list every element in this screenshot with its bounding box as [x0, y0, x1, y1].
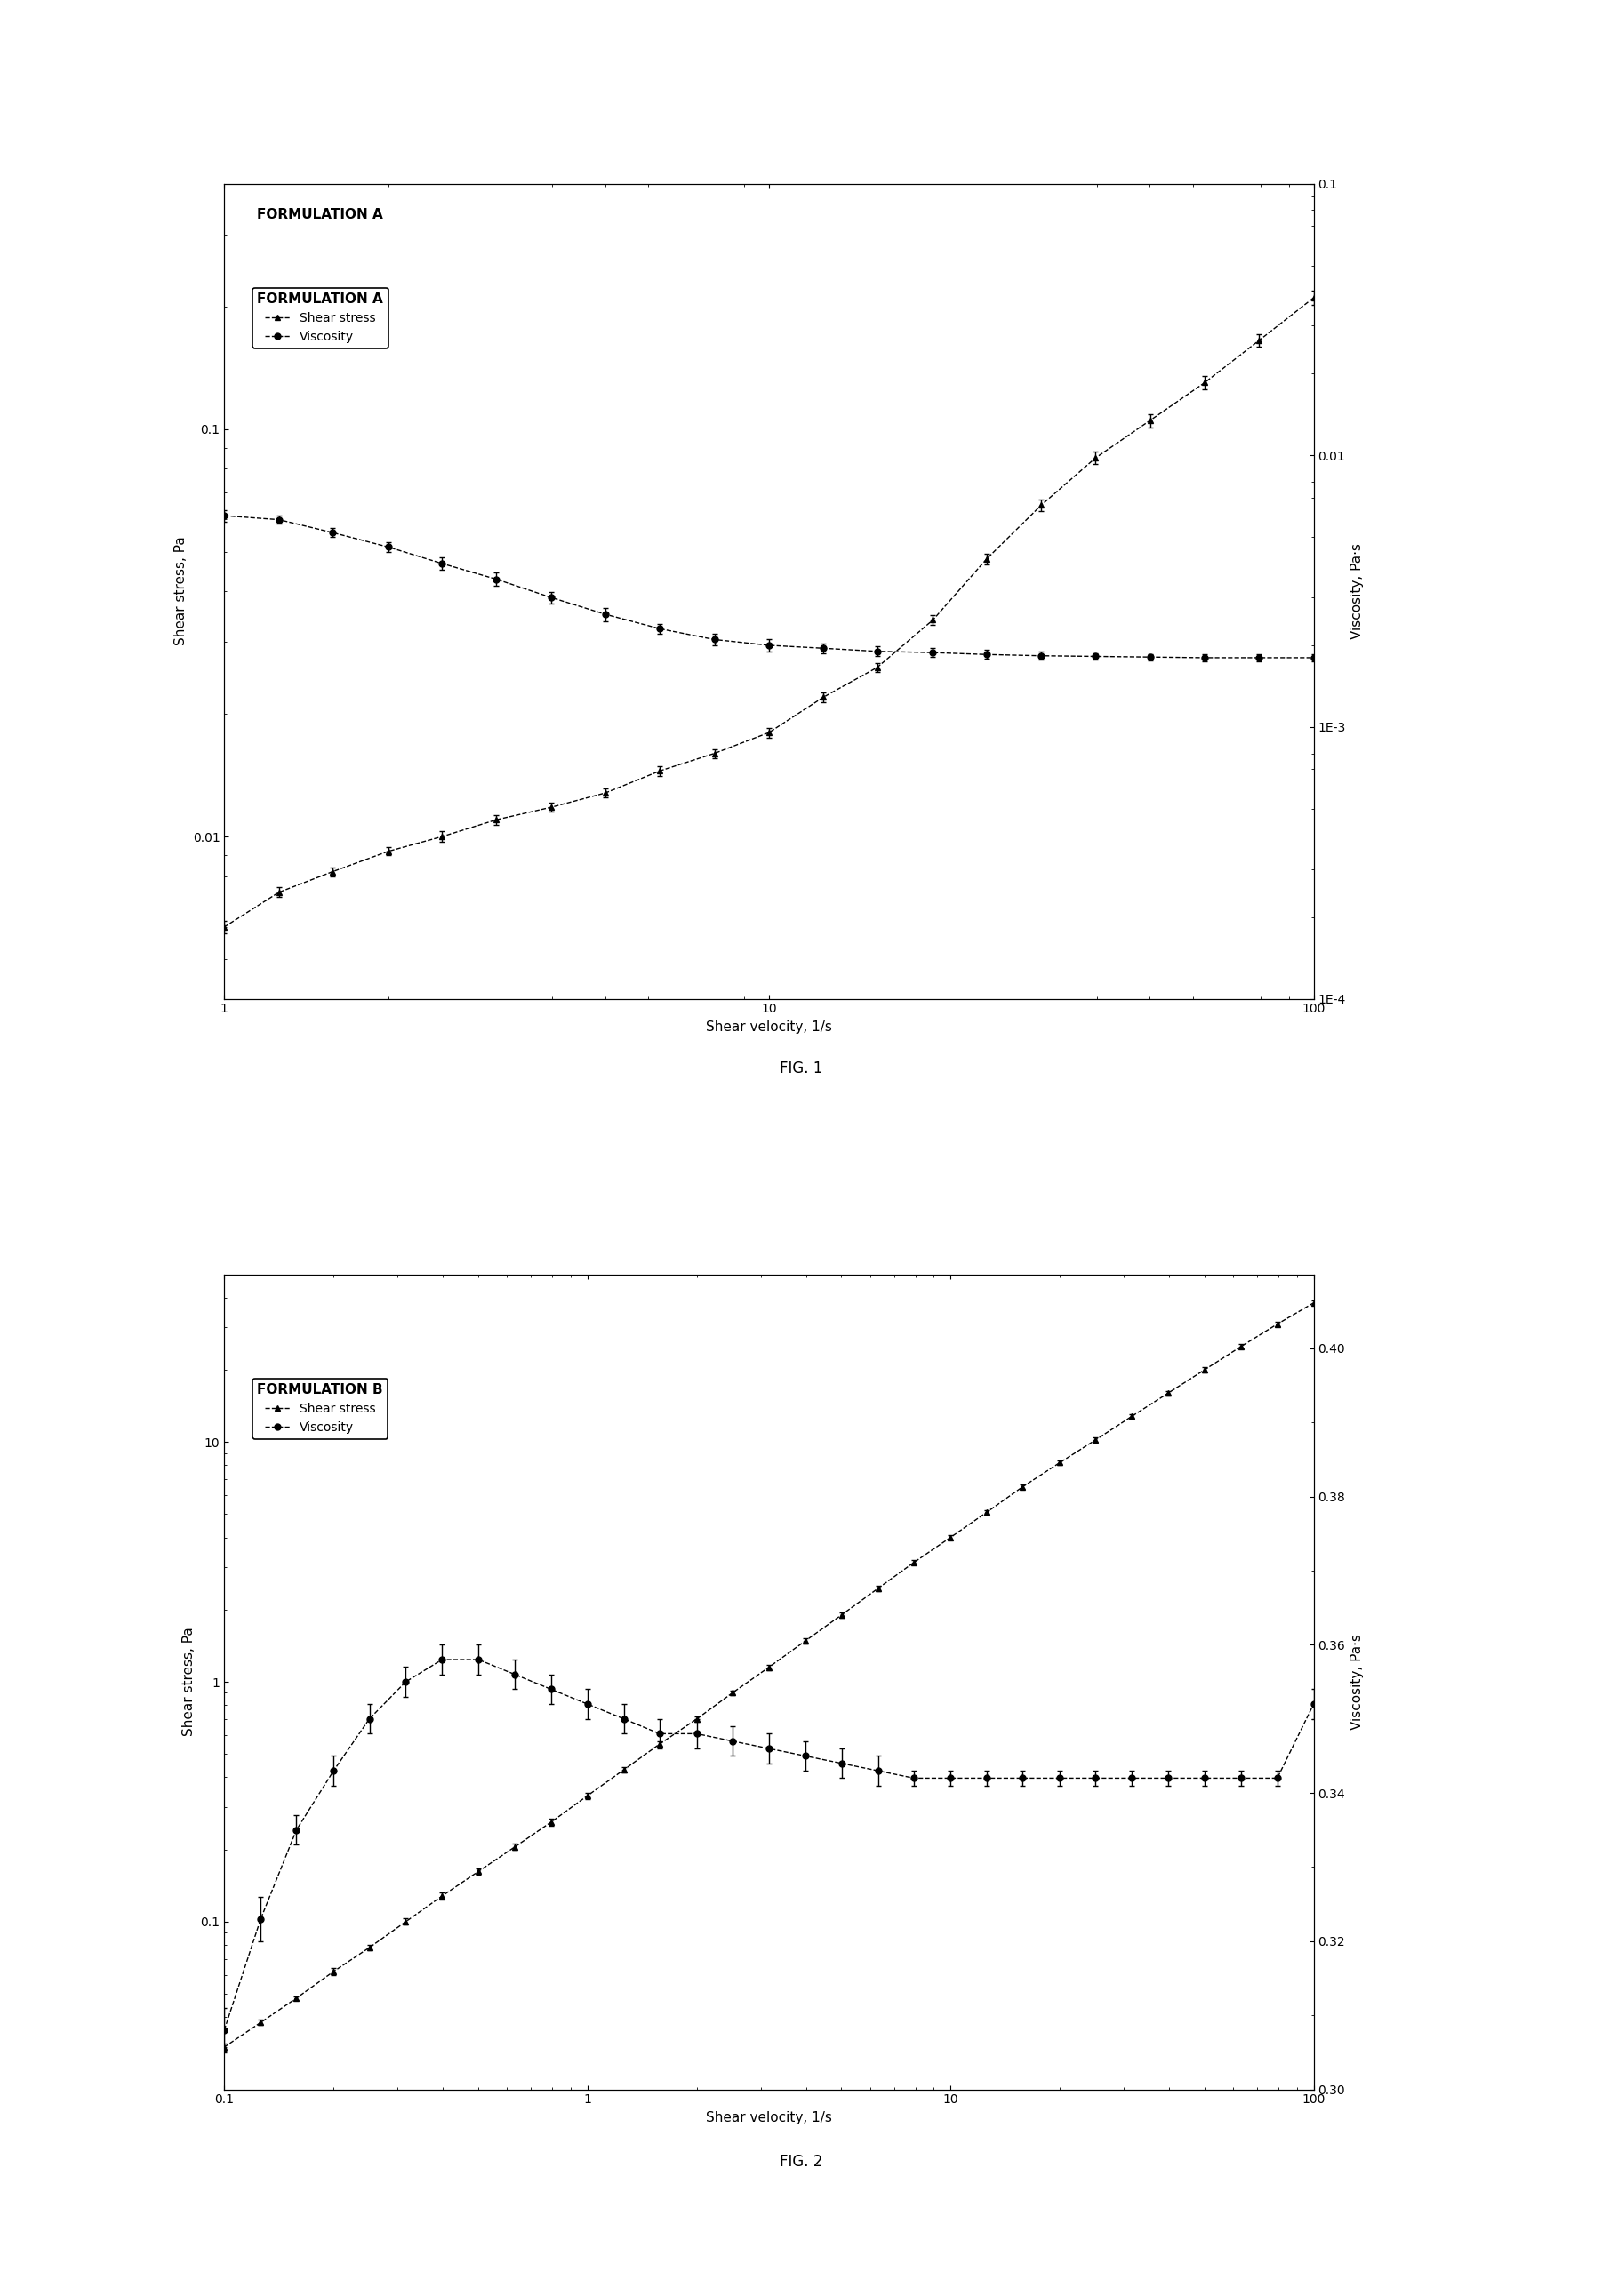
Legend: Shear stress, Viscosity: Shear stress, Viscosity	[252, 287, 388, 349]
Text: FIG. 2: FIG. 2	[780, 2154, 822, 2170]
X-axis label: Shear velocity, 1/s: Shear velocity, 1/s	[706, 1019, 831, 1033]
Y-axis label: Shear stress, Pa: Shear stress, Pa	[183, 1628, 195, 1736]
Y-axis label: Shear stress, Pa: Shear stress, Pa	[175, 537, 187, 645]
Legend: Shear stress, Viscosity: Shear stress, Viscosity	[252, 1378, 388, 1440]
Text: FORMULATION A: FORMULATION A	[256, 209, 383, 220]
Y-axis label: Viscosity, Pa·s: Viscosity, Pa·s	[1350, 544, 1363, 638]
Text: FIG. 1: FIG. 1	[780, 1061, 822, 1077]
X-axis label: Shear velocity, 1/s: Shear velocity, 1/s	[706, 2110, 831, 2124]
Y-axis label: Viscosity, Pa·s: Viscosity, Pa·s	[1350, 1635, 1363, 1729]
